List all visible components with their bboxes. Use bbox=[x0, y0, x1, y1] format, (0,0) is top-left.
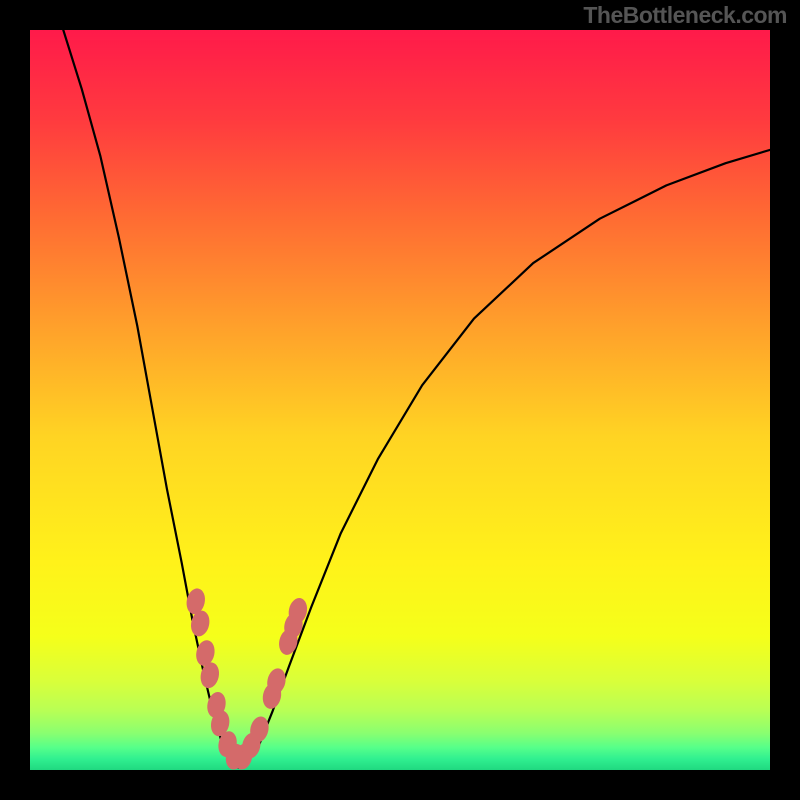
chart-root: TheBottleneck.com bbox=[0, 0, 800, 800]
plot-area bbox=[30, 30, 770, 770]
watermark-text: TheBottleneck.com bbox=[583, 2, 787, 29]
bottleneck-chart-svg bbox=[30, 30, 770, 770]
plot-background-gradient bbox=[30, 30, 770, 770]
